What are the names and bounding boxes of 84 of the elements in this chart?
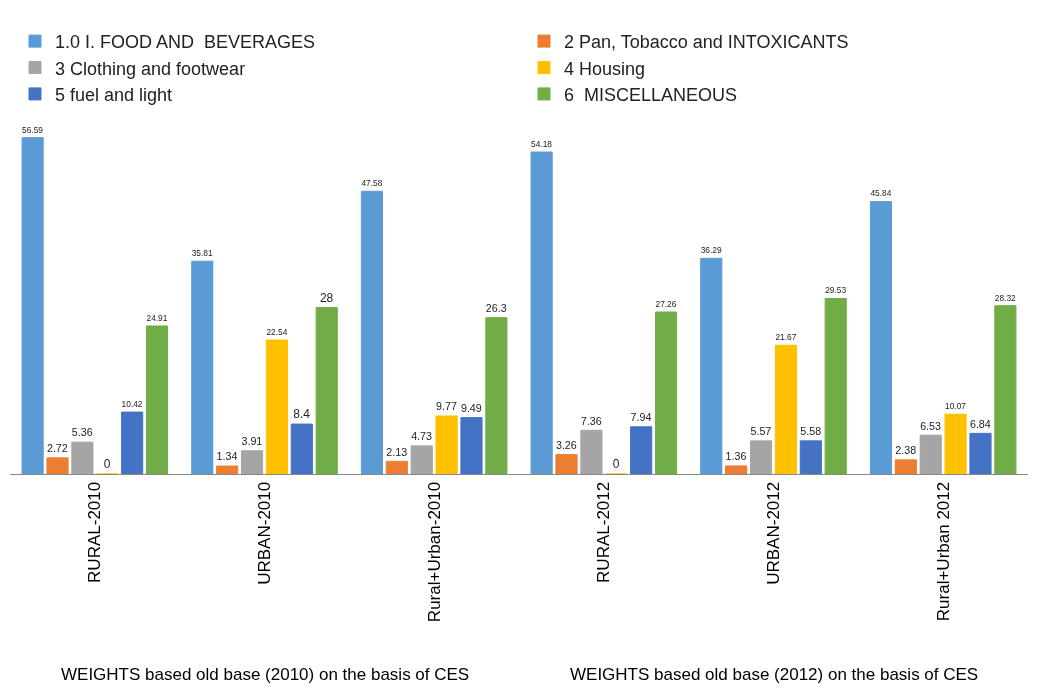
data-label: 6.53 bbox=[920, 419, 942, 432]
data-label: 54.18 bbox=[531, 138, 553, 149]
bar bbox=[240, 450, 264, 474]
data-label: 21.67 bbox=[775, 332, 797, 343]
text: WEIGHTS based old base (2012) on the basis of CES bbox=[570, 665, 979, 684]
data-label: 27.26 bbox=[655, 298, 677, 309]
data-label: 0 bbox=[103, 457, 111, 471]
data-label: 35.81 bbox=[191, 248, 213, 259]
bar bbox=[824, 298, 847, 474]
data-label: 5.58 bbox=[800, 425, 822, 438]
bar bbox=[21, 137, 44, 474]
data-label: 10.42 bbox=[121, 398, 143, 409]
data-label: 3.26 bbox=[555, 438, 577, 451]
data-label: 47.58 bbox=[361, 178, 383, 189]
bar bbox=[410, 445, 433, 474]
data-label: 28 bbox=[319, 290, 334, 305]
bar bbox=[145, 325, 169, 474]
bar bbox=[944, 413, 967, 474]
bar bbox=[315, 307, 338, 474]
data-label: 9.49 bbox=[460, 401, 482, 414]
bar bbox=[774, 344, 798, 474]
data-label: 8.4 bbox=[293, 407, 311, 422]
bar bbox=[894, 459, 917, 474]
bar bbox=[654, 311, 678, 474]
data-label: 7.94 bbox=[630, 411, 652, 424]
x-tick-label: RURAL-2010 bbox=[85, 481, 105, 583]
data-label: 45.84 bbox=[870, 188, 892, 199]
bar bbox=[290, 423, 313, 474]
data-label: 0 bbox=[612, 457, 620, 471]
data-label: 26.3 bbox=[485, 302, 507, 315]
x-tick-label: Rural+Urban 2012 bbox=[933, 481, 953, 622]
bar bbox=[385, 460, 408, 474]
bar bbox=[580, 429, 603, 474]
data-label: 1.36 bbox=[725, 450, 747, 463]
data-label: 24.91 bbox=[146, 312, 168, 323]
x-tick-label: URBAN-2010 bbox=[255, 481, 275, 585]
bar bbox=[749, 440, 773, 474]
bar bbox=[725, 465, 748, 474]
bar bbox=[799, 440, 822, 474]
data-label: 1.34 bbox=[216, 450, 238, 463]
bar bbox=[360, 190, 384, 474]
legend-label: 4 Housing bbox=[564, 58, 646, 79]
data-label: 2.13 bbox=[386, 445, 408, 458]
bar bbox=[869, 201, 893, 474]
bar bbox=[46, 457, 69, 474]
data-label: 28.32 bbox=[994, 292, 1017, 303]
data-label: 5.36 bbox=[71, 426, 93, 439]
legend-label: 5 fuel and light bbox=[55, 84, 173, 105]
bar bbox=[485, 317, 508, 474]
data-label: 56.59 bbox=[22, 124, 44, 135]
data-label: 2.72 bbox=[46, 442, 68, 455]
bar bbox=[700, 257, 723, 474]
x-tick-label: RURAL-2012 bbox=[594, 481, 614, 583]
bar bbox=[435, 415, 458, 474]
data-label: 3.91 bbox=[241, 435, 263, 448]
bar bbox=[71, 441, 94, 474]
bar bbox=[265, 339, 289, 474]
bar bbox=[555, 454, 578, 474]
x-tick-label: URBAN-2012 bbox=[764, 481, 784, 585]
bar bbox=[969, 432, 992, 474]
bar bbox=[994, 305, 1017, 474]
bar bbox=[530, 151, 553, 474]
data-label: 22.54 bbox=[266, 326, 288, 337]
text: WEIGHTS based old base (2010) on the basis of CES bbox=[61, 665, 470, 684]
data-label: 7.36 bbox=[580, 414, 602, 427]
legend-label: 1.0 I. FOOD AND BEVERAGES bbox=[55, 32, 316, 53]
bar bbox=[216, 465, 239, 474]
data-label: 9.77 bbox=[436, 400, 457, 413]
data-label: 4.73 bbox=[411, 430, 433, 443]
data-label: 2.38 bbox=[895, 444, 917, 457]
data-label: 10.07 bbox=[945, 401, 967, 412]
bar bbox=[630, 426, 653, 474]
data-label: 29.53 bbox=[825, 285, 847, 296]
data-label: 5.57 bbox=[750, 425, 772, 438]
bar bbox=[191, 260, 214, 474]
legend-label: 3 Clothing and footwear bbox=[55, 58, 246, 79]
legend-label: 6 MISCELLANEOUS bbox=[564, 84, 738, 105]
data-label: 6.84 bbox=[969, 417, 991, 430]
bar bbox=[460, 417, 483, 474]
x-tick-label: Rural+Urban-2010 bbox=[424, 481, 444, 623]
bar bbox=[919, 434, 942, 474]
data-label: 36.29 bbox=[700, 245, 722, 256]
legend-label: 2 Pan, Tobacco and INTOXICANTS bbox=[564, 32, 849, 53]
bar bbox=[121, 411, 144, 474]
